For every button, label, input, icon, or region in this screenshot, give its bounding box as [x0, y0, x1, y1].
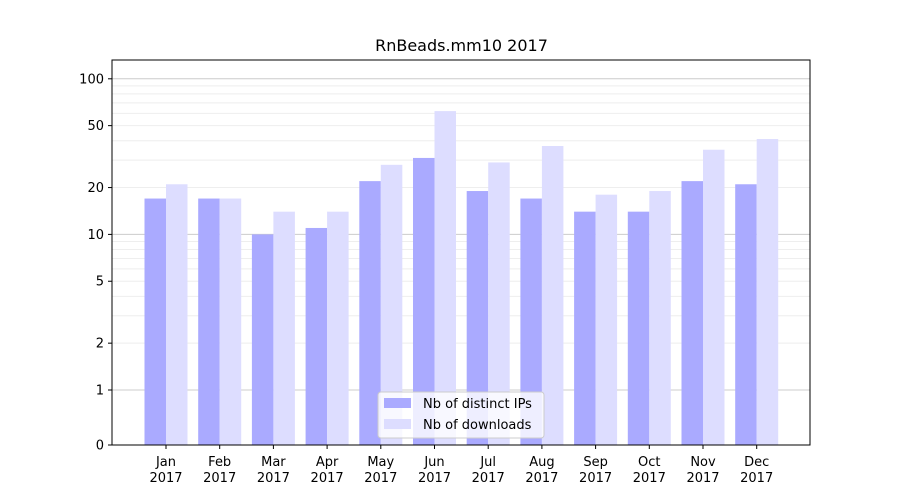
y-tick-label: 2	[96, 337, 104, 352]
chart-title: RnBeads.mm10 2017	[375, 36, 548, 55]
x-tick-label-year: 2017	[579, 471, 612, 486]
bar-ips-oct	[627, 211, 650, 445]
bar-downloads-jul	[488, 162, 510, 445]
x-tick-label-year: 2017	[472, 471, 505, 486]
bar-ips-may	[359, 181, 381, 446]
bars	[144, 111, 779, 446]
x-tick-label-month: Jan	[155, 455, 176, 470]
x-tick-label-month: Dec	[744, 455, 769, 470]
plot-frame	[111, 59, 811, 446]
bar-downloads-aug	[541, 145, 564, 446]
x-tick-label-month: Oct	[638, 455, 660, 470]
x-tick-label-month: Mar	[261, 455, 286, 470]
y-tick-label: 10	[87, 228, 104, 243]
bar-ips-apr	[305, 227, 328, 445]
x-tick-label-year: 2017	[418, 471, 451, 486]
y-tick-label: 100	[79, 72, 104, 87]
x-tick-label-month: Apr	[316, 455, 339, 470]
bar-downloads-nov	[703, 149, 725, 445]
bar-ips-feb	[198, 198, 220, 445]
y-tick-label: 0	[96, 439, 104, 454]
bar-downloads-sep	[595, 194, 618, 445]
x-tick-label-month: Jul	[479, 455, 496, 470]
bar-downloads-apr	[327, 211, 349, 445]
x-tick-label-year: 2017	[257, 471, 290, 486]
bar-ips-aug	[520, 198, 542, 445]
y-tick-label: 50	[87, 119, 104, 134]
bar-ips-sep	[574, 211, 596, 445]
y-tick-label: 5	[96, 275, 104, 290]
legend-swatch	[384, 398, 411, 408]
x-tick-label-year: 2017	[740, 471, 773, 486]
bar-ips-mar	[251, 234, 274, 445]
legend-label: Nb of distinct IPs	[423, 397, 532, 412]
x-tick-label-year: 2017	[633, 471, 666, 486]
bar-ips-dec	[735, 184, 757, 445]
x-tick-label-month: Aug	[529, 455, 554, 470]
x-tick-label-month: Nov	[690, 455, 716, 470]
x-tick-label-year: 2017	[203, 471, 236, 486]
legend-label: Nb of downloads	[423, 418, 532, 433]
x-axis: Jan2017Feb2017Mar2017Apr2017May2017Jun20…	[149, 445, 773, 486]
x-tick-label-month: Jun	[423, 455, 444, 470]
x-tick-label-month: Sep	[583, 455, 608, 470]
y-tick-label: 1	[96, 384, 104, 399]
x-tick-label-year: 2017	[525, 471, 558, 486]
bar-downloads-oct	[649, 191, 671, 445]
x-tick-label-year: 2017	[149, 471, 182, 486]
x-tick-label-year: 2017	[311, 471, 344, 486]
x-tick-label-month: May	[367, 455, 394, 470]
legend-swatch	[384, 419, 411, 429]
bar-downloads-dec	[756, 139, 779, 445]
bar-downloads-may	[380, 164, 403, 445]
bar-ips-jul	[466, 191, 489, 445]
bar-ips-jun	[413, 157, 435, 445]
x-tick-label-year: 2017	[686, 471, 719, 486]
bar-ips-nov	[681, 181, 703, 446]
bar-downloads-feb	[219, 198, 242, 445]
legend: Nb of distinct IPs Nb of downloads	[377, 391, 545, 439]
bar-downloads-jun	[434, 111, 456, 445]
y-axis: 0 1 2 5 10 20 50 100	[79, 72, 112, 454]
legend-box	[377, 391, 545, 439]
bar-downloads-mar	[273, 211, 295, 445]
x-tick-label-year: 2017	[364, 471, 397, 486]
y-tick-label: 20	[87, 181, 104, 196]
x-tick-label-month: Feb	[208, 455, 231, 470]
bar-ips-jan	[144, 198, 166, 445]
bar-downloads-jan	[166, 184, 188, 445]
